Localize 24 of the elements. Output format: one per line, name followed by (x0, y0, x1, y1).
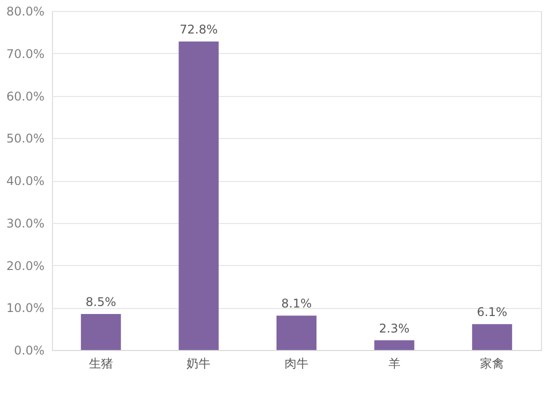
data-label: 6.1% (476, 305, 508, 320)
x-tick-label: 肉牛 (284, 356, 308, 370)
bar (472, 324, 512, 350)
bar (178, 42, 219, 350)
x-tick-label: 家禽 (480, 356, 504, 370)
y-tick-label: 20.0% (6, 258, 44, 273)
x-tick-label: 生猪 (88, 356, 113, 370)
bar (374, 340, 414, 350)
data-label: 72.8% (180, 22, 218, 37)
y-tick-label: 0.0% (14, 344, 44, 358)
data-label: 8.1% (281, 296, 312, 311)
x-tick-label: 奶牛 (186, 356, 211, 370)
x-tick-label: 羊 (388, 356, 400, 370)
y-tick-label: 80.0% (6, 4, 44, 18)
y-tick-label: 30.0% (6, 216, 44, 230)
data-label: 8.5% (86, 294, 116, 309)
y-tick-label: 60.0% (6, 89, 44, 104)
y-tick-label: 70.0% (6, 46, 44, 61)
data-label: 2.3% (379, 321, 410, 336)
bar (276, 316, 316, 350)
y-tick-label: 50.0% (6, 132, 44, 146)
y-tick-label: 40.0% (6, 174, 44, 188)
y-tick-label: 10.0% (6, 301, 44, 316)
bar (80, 314, 121, 350)
